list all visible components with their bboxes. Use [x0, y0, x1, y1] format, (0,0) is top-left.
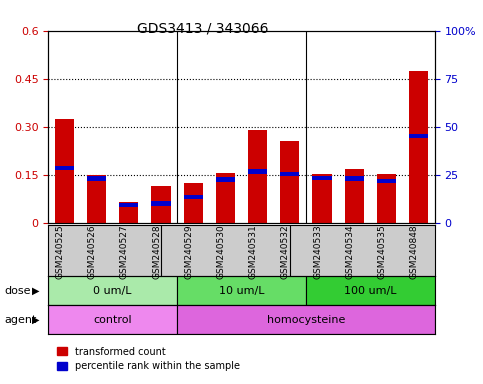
Legend: transformed count, percentile rank within the sample: transformed count, percentile rank withi… — [53, 343, 243, 375]
Text: GSM240533: GSM240533 — [313, 225, 322, 280]
Bar — [87, 177, 106, 180]
Bar — [313, 176, 332, 180]
Text: GSM240534: GSM240534 — [345, 225, 354, 279]
Text: GSM240529: GSM240529 — [184, 225, 193, 279]
Text: 100 um/L: 100 um/L — [344, 286, 397, 296]
Bar — [55, 166, 74, 170]
Text: GDS3413 / 343066: GDS3413 / 343066 — [137, 21, 269, 35]
Text: GSM240525: GSM240525 — [56, 225, 64, 279]
Bar — [409, 71, 428, 223]
Text: GSM240528: GSM240528 — [152, 225, 161, 279]
Bar — [216, 177, 235, 182]
Text: GSM240530: GSM240530 — [216, 225, 226, 280]
Bar — [306, 276, 435, 305]
Text: dose: dose — [5, 286, 31, 296]
Text: ▶: ▶ — [32, 286, 40, 296]
Text: GSM240532: GSM240532 — [281, 225, 290, 279]
Bar — [119, 202, 139, 223]
Bar — [216, 173, 235, 223]
Bar — [409, 134, 428, 138]
Bar — [177, 305, 435, 334]
Bar — [344, 177, 364, 180]
Text: GSM240527: GSM240527 — [120, 225, 129, 279]
Bar — [313, 174, 332, 223]
Text: agent: agent — [5, 315, 37, 325]
Text: GSM240535: GSM240535 — [377, 225, 386, 280]
Bar — [377, 174, 396, 223]
Text: control: control — [93, 314, 132, 325]
Bar — [177, 276, 306, 305]
Bar — [55, 119, 74, 223]
Bar — [151, 202, 170, 205]
Text: 0 um/L: 0 um/L — [93, 286, 132, 296]
Text: homocysteine: homocysteine — [267, 314, 345, 325]
Bar — [377, 179, 396, 183]
Bar — [344, 169, 364, 223]
Bar — [248, 130, 267, 223]
Bar — [48, 276, 177, 305]
Bar — [280, 172, 299, 176]
Bar — [48, 305, 177, 334]
Text: GSM240531: GSM240531 — [249, 225, 257, 280]
Text: GSM240526: GSM240526 — [87, 225, 97, 279]
Text: ▶: ▶ — [32, 315, 40, 325]
Bar — [184, 195, 203, 199]
Bar — [87, 175, 106, 223]
Text: GSM240848: GSM240848 — [410, 225, 419, 279]
Bar — [119, 203, 139, 207]
Bar — [151, 186, 170, 223]
Bar — [248, 169, 267, 174]
Bar — [184, 183, 203, 223]
Text: 10 um/L: 10 um/L — [219, 286, 264, 296]
Bar — [280, 141, 299, 223]
